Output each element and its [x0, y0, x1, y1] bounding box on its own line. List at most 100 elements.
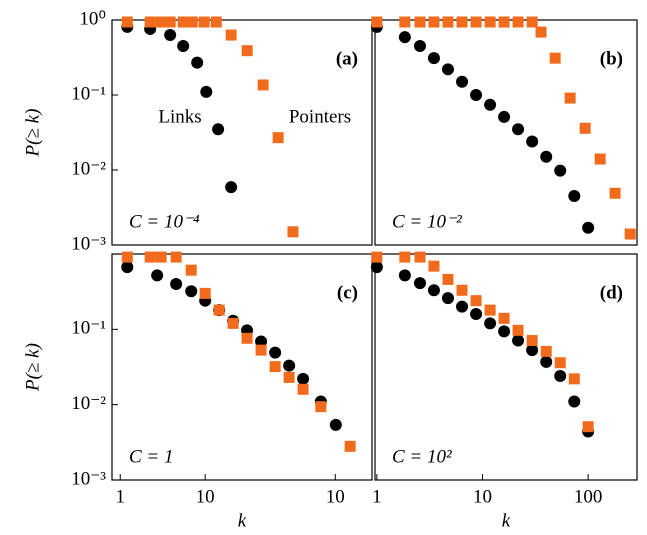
x-tick-label: 10: [326, 486, 345, 507]
square-marker: [540, 345, 552, 357]
square-marker: [442, 273, 454, 285]
square-marker: [315, 401, 327, 413]
circle-marker: [512, 334, 525, 347]
panel-frame: [111, 19, 373, 246]
square-marker: [164, 16, 176, 28]
square-marker: [177, 16, 189, 28]
circle-marker: [427, 52, 440, 65]
square-marker: [399, 16, 411, 28]
circle-marker: [512, 123, 525, 136]
square-marker: [484, 304, 496, 316]
x-tick-label: 1: [372, 486, 382, 507]
square-marker: [213, 304, 225, 316]
circle-marker: [255, 335, 268, 348]
circle-marker: [225, 181, 238, 194]
y-axis-label: P(≥ k): [22, 109, 43, 158]
circle-marker: [526, 344, 539, 357]
square-marker: [371, 16, 383, 28]
y-axis-label: P(≥ k): [22, 343, 43, 392]
square-marker: [512, 324, 524, 336]
series-label: Pointers: [289, 106, 351, 127]
square-marker: [554, 357, 566, 369]
circle-marker: [498, 325, 511, 338]
circle-marker: [370, 261, 383, 274]
circle-marker: [398, 31, 411, 44]
panel-label: (b): [600, 48, 623, 69]
square-marker: [624, 228, 636, 240]
circle-marker: [568, 190, 581, 203]
square-marker: [287, 226, 299, 238]
x-axis-label: k: [238, 510, 247, 531]
square-marker: [428, 260, 440, 272]
x-tick-label: 100: [574, 486, 603, 507]
circle-marker: [540, 150, 553, 163]
square-marker: [144, 16, 156, 28]
square-marker: [456, 284, 468, 296]
circle-marker: [121, 261, 134, 274]
circle-marker: [540, 355, 553, 368]
square-marker: [225, 29, 237, 41]
square-marker: [535, 26, 547, 38]
circle-marker: [185, 285, 198, 298]
x-axis-label: k: [502, 510, 511, 531]
square-marker: [272, 132, 284, 144]
square-marker: [549, 52, 561, 64]
circle-marker: [297, 372, 310, 385]
parameter-label: C = 1: [129, 446, 174, 467]
square-marker: [255, 344, 267, 356]
square-marker: [121, 251, 133, 263]
square-marker: [155, 251, 167, 263]
circle-marker: [398, 269, 411, 282]
square-marker: [442, 16, 454, 28]
square-marker: [344, 440, 356, 452]
circle-marker: [170, 277, 183, 290]
square-marker: [121, 16, 133, 28]
circle-marker: [212, 123, 225, 136]
square-marker: [170, 251, 182, 263]
circle-marker: [498, 110, 511, 123]
y-tick-label: 10⁻²: [71, 158, 106, 179]
x-tick-label: 10: [473, 486, 492, 507]
square-marker: [582, 421, 594, 433]
panel-label: (a): [336, 48, 358, 69]
square-marker: [512, 16, 524, 28]
square-marker: [414, 251, 426, 263]
parameter-label: C = 10⁻²: [392, 211, 462, 232]
square-marker: [269, 361, 281, 373]
circle-marker: [200, 85, 213, 98]
square-marker: [241, 332, 253, 344]
panel-frame: [374, 253, 638, 481]
square-marker: [399, 251, 411, 263]
circle-marker: [456, 75, 469, 88]
circle-marker: [456, 300, 469, 313]
square-marker: [470, 295, 482, 307]
circle-marker: [283, 359, 296, 372]
y-tick-label: 10⁻¹: [71, 318, 106, 339]
panel-frame: [111, 253, 373, 481]
square-marker: [428, 16, 440, 28]
square-marker: [199, 287, 211, 299]
square-marker: [371, 251, 383, 263]
square-marker: [198, 16, 210, 28]
panel-label: (d): [600, 282, 623, 303]
parameter-label: C = 10⁻⁴: [129, 211, 200, 232]
y-tick-label: 10⁻²: [71, 393, 106, 414]
square-marker: [283, 371, 295, 383]
circle-marker: [269, 346, 282, 359]
square-marker: [526, 16, 538, 28]
panel-label: (c): [337, 282, 358, 303]
y-tick-label: 10⁻³: [71, 233, 106, 254]
square-marker: [568, 373, 580, 385]
y-tick-label: 10⁻³: [71, 468, 106, 489]
x-tick-label: 10: [196, 486, 215, 507]
circle-marker: [329, 418, 342, 431]
circle-marker: [582, 221, 595, 234]
square-marker: [144, 251, 156, 263]
circle-marker: [441, 63, 454, 76]
circle-marker: [191, 56, 204, 69]
square-marker: [241, 45, 253, 57]
x-tick-label: 1: [115, 486, 125, 507]
circle-marker: [151, 269, 164, 282]
square-marker: [456, 16, 468, 28]
